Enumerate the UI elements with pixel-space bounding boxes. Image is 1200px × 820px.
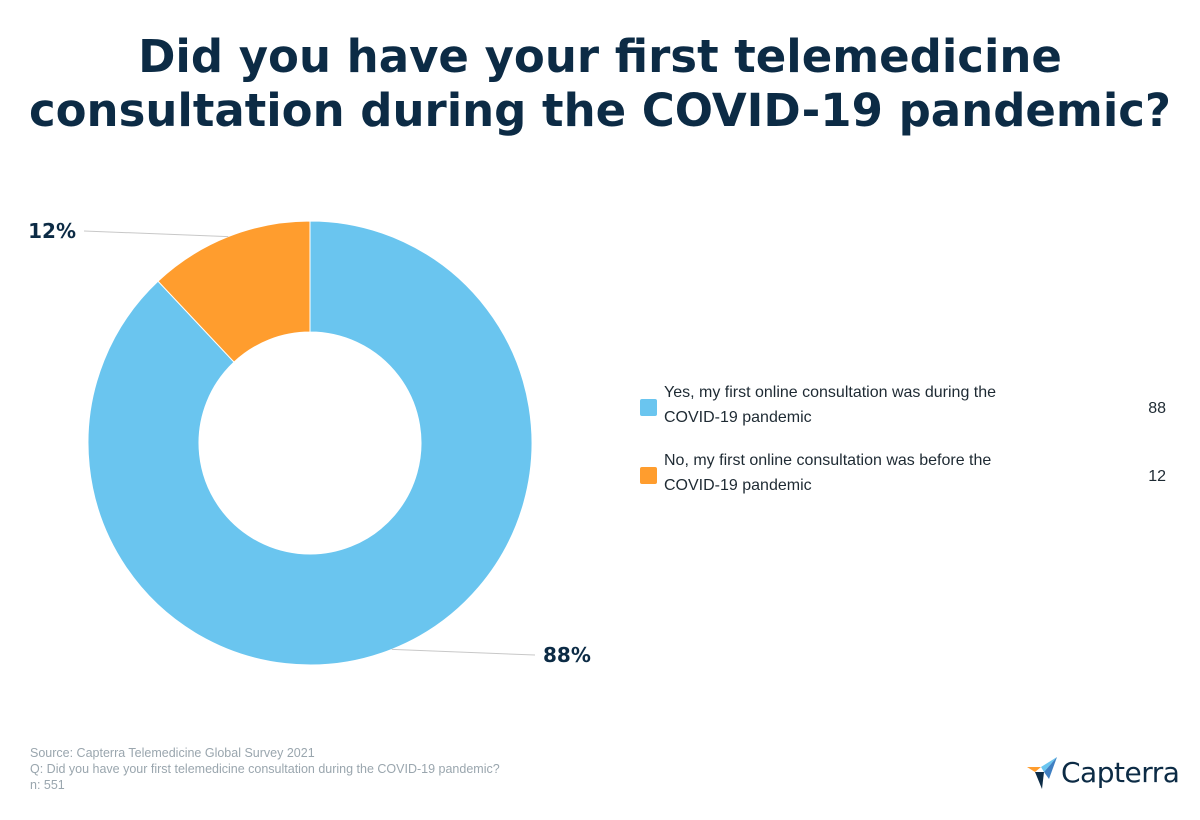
chart-title: Did you have your first telemedicine con… (0, 30, 1200, 138)
legend-value-yes: 88 (1148, 400, 1166, 417)
legend-item-no[interactable]: No, my first online consultation was bef… (640, 448, 1170, 504)
pct-label-yes: 88% (543, 643, 591, 667)
question-note: Q: Did you have your first telemedicine … (30, 762, 500, 776)
title-line-2: consultation during the COVID-19 pandemi… (28, 84, 1172, 137)
legend: Yes, my first online consultation was du… (640, 380, 1170, 516)
brand-logo: Capterra (1027, 752, 1180, 792)
slice-yes[interactable] (87, 220, 533, 666)
footer-notes: Source: Capterra Telemedicine Global Sur… (30, 745, 500, 793)
leader-line-yes (391, 648, 536, 656)
legend-swatch-yes (640, 399, 657, 416)
legend-swatch-no (640, 467, 657, 484)
legend-label-yes: Yes, my first online consultation was du… (664, 380, 1074, 430)
pct-label-no: 12% (28, 219, 76, 243)
legend-label-yes-line-1: Yes, my first online consultation was du… (664, 384, 997, 401)
slice-no[interactable] (157, 220, 311, 363)
legend-label-no-line-1: No, my first online consultation was bef… (664, 452, 992, 469)
donut-slices (87, 220, 533, 666)
title-line-1: Did you have your first telemedicine (138, 30, 1062, 83)
legend-item-yes[interactable]: Yes, my first online consultation was du… (640, 380, 1170, 436)
leader-line-no (83, 230, 229, 238)
legend-label-no: No, my first online consultation was bef… (664, 448, 1074, 498)
sample-size-note: n: 551 (30, 778, 65, 792)
source-note: Source: Capterra Telemedicine Global Sur… (30, 746, 315, 760)
legend-label-no-line-2: COVID-19 pandemic (664, 477, 812, 494)
legend-label-yes-line-2: COVID-19 pandemic (664, 409, 812, 426)
percentage-labels: 88% 12% (28, 219, 591, 667)
capterra-logo-icon (1027, 757, 1057, 789)
label-leaders (83, 230, 536, 656)
brand-name: Capterra (1061, 755, 1180, 789)
legend-value-no: 12 (1148, 468, 1166, 485)
